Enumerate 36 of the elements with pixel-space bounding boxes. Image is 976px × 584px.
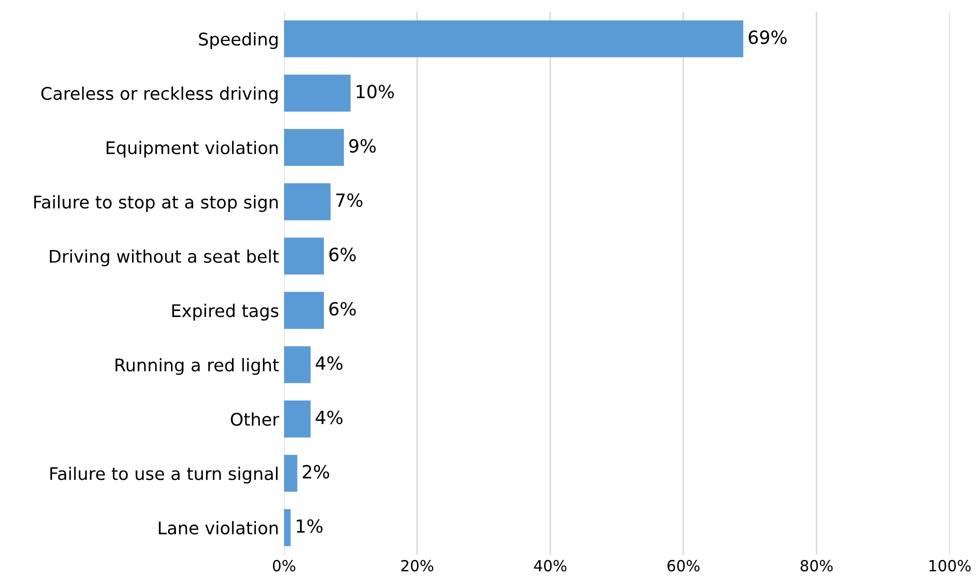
y-tick-label: Careless or reckless driving: [41, 86, 278, 104]
y-tick-label: Equipment violation: [106, 140, 278, 158]
bar: [284, 128, 344, 166]
y-tick-label: Running a red light: [116, 358, 279, 375]
bar: [284, 509, 291, 546]
data-label: 4%: [316, 410, 342, 424]
bar: [284, 183, 331, 220]
data-label: 1%: [296, 519, 322, 533]
data-label: 6%: [329, 302, 356, 316]
y-tick-label: Speeding: [199, 32, 278, 50]
bar: [284, 74, 351, 112]
data-label: 6%: [329, 248, 356, 262]
y-tick-label: Driving without a seat belt: [50, 249, 279, 266]
bar: [284, 454, 298, 492]
y-tick-label: Failure to use a turn signal: [50, 466, 278, 484]
y-tick-label: Lane violation: [158, 521, 278, 534]
data-label: 2%: [302, 464, 330, 479]
data-label: 4%: [316, 356, 342, 370]
x-tick-label: 40%: [534, 560, 566, 572]
bar: [284, 20, 744, 58]
y-tick-label: Failure to stop at a stop sign: [34, 195, 278, 212]
x-tick-label: 60%: [667, 560, 700, 572]
bar: [284, 346, 311, 384]
x-tick-label: 0%: [272, 560, 296, 572]
y-tick-label: Expired tags: [172, 304, 278, 321]
x-tick-label: 80%: [800, 560, 833, 572]
bar: [284, 292, 324, 329]
x-tick-label: 20%: [401, 560, 434, 572]
y-tick-label: Other: [230, 412, 280, 426]
data-label: 10%: [356, 84, 394, 98]
bar: [284, 238, 324, 275]
data-label: 9%: [349, 139, 376, 153]
bar: [284, 400, 311, 438]
x-tick-label: 100%: [929, 560, 971, 572]
data-label: 7%: [336, 193, 362, 208]
data-label: 69%: [748, 30, 787, 44]
